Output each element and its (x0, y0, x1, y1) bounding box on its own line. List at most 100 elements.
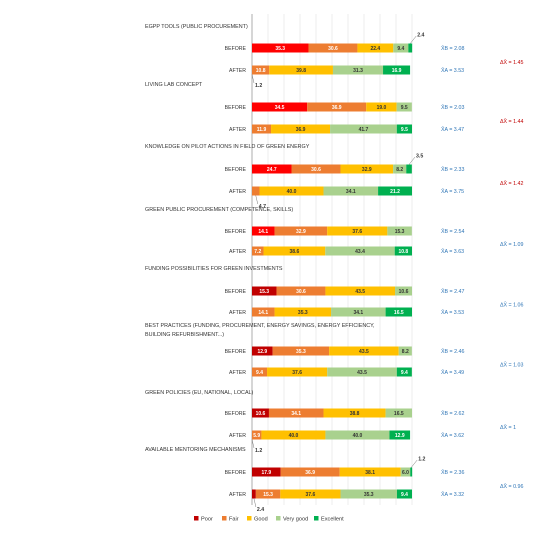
after-label: AFTER (229, 249, 246, 255)
before-label: BEFORE (225, 46, 247, 52)
before-segment-label: 43.5 (355, 289, 365, 295)
before-segment-good (325, 286, 396, 296)
before-segment-label: 9.4 (397, 46, 404, 52)
before-segment-label: 14.1 (258, 229, 268, 235)
after-segment-very-good (330, 124, 397, 134)
after-segment-label: 16.5 (394, 310, 404, 316)
after-segment-good (263, 246, 326, 256)
after-segment-label: 9.4 (401, 492, 408, 498)
after-segment-label: 36.9 (296, 127, 306, 133)
before-segment-label: 15.3 (395, 229, 405, 235)
legend-swatch-poor (194, 516, 199, 521)
after-segment-good (280, 489, 341, 499)
outside-value-label: 1.2 (418, 457, 425, 463)
grid-lines (251, 14, 413, 505)
before-segment-label: 15.3 (259, 289, 269, 295)
before-segment-label: 9.5 (401, 105, 408, 111)
before-segment-label: 30.6 (328, 46, 338, 52)
group-6: BEST PRACTICES (FUNDING, PROCUREMENT, EN… (145, 323, 523, 377)
before-mean-label: X̄B = 2.08 (441, 45, 464, 52)
before-segment-label: 32.9 (296, 229, 306, 235)
before-label: BEFORE (225, 229, 247, 235)
delta-label: ΔX̄ = 1.03 (500, 362, 523, 369)
before-segment-fair (276, 286, 326, 296)
outside-value-label: 4.7 (259, 204, 266, 210)
before-segment-fair (291, 164, 341, 174)
before-segment-label: 8.2 (396, 167, 403, 173)
leader-line (253, 498, 257, 508)
before-segment-label: 17.9 (261, 470, 271, 476)
outside-value-label: 2.4 (417, 33, 424, 39)
after-segment-very-good (331, 307, 386, 317)
group-title: BEST PRACTICES (FUNDING, PROCUREMENT, EN… (145, 323, 375, 329)
before-segment-label: 34.1 (291, 411, 301, 417)
after-segment-excellent (396, 367, 412, 377)
after-mean-label: X̄A = 3.63 (441, 248, 464, 255)
group-title: KNOWLEDGE ON PILOT ACTIONS IN FIELD OF G… (145, 144, 310, 150)
after-label: AFTER (229, 127, 246, 133)
before-segment-good (357, 43, 394, 53)
before-segment-excellent (410, 467, 413, 477)
before-segment-label: 36.9 (305, 470, 315, 476)
group-title: GREEN POLICIES (EU, NATIONAL, LOCAL) (145, 390, 254, 396)
after-segment-label: 12.9 (395, 433, 405, 439)
before-label: BEFORE (225, 349, 247, 355)
after-segment-very-good (340, 489, 397, 499)
group-1: EGPP TOOLS (PUBLIC PROCUREMENT) BEFORE 35.… (145, 24, 523, 89)
before-segment-label: 35.3 (296, 349, 306, 355)
legend-swatch-good (247, 516, 252, 521)
after-segment-very-good (325, 430, 390, 440)
after-segment-fair (252, 307, 275, 317)
delta-label: ΔX̄ = 1.09 (500, 241, 523, 248)
after-segment-label: 34.1 (346, 189, 356, 195)
after-segment-label: 9.4 (401, 370, 408, 376)
chart-groups: EGPP TOOLS (PUBLIC PROCUREMENT) BEFORE 35.… (145, 24, 523, 513)
before-label: BEFORE (225, 167, 247, 173)
after-segment-label: 35.3 (364, 492, 374, 498)
before-segment-very-good (393, 164, 407, 174)
after-segment-fair (252, 186, 260, 196)
delta-label: ΔX̄ = 1.42 (500, 180, 523, 187)
after-segment-poor (252, 489, 256, 499)
after-segment-fair (252, 246, 264, 256)
delta-label: ΔX̄ = 1.45 (500, 59, 523, 66)
group-4: GREEN PUBLIC PROCUREMENT (COMPETENCE, SK… (145, 207, 523, 256)
before-segment-poor (252, 346, 273, 356)
before-segment-label: 12.9 (257, 349, 267, 355)
outside-value-label: 2.4 (257, 507, 264, 513)
after-segment-very-good (323, 186, 379, 196)
before-label: BEFORE (225, 411, 247, 417)
before-segment-fair (307, 102, 367, 112)
group-5: FUNDING POSSIBILITIES FOR GREEN INVESTME… (145, 266, 523, 317)
group-7: GREEN POLICIES (EU, NATIONAL, LOCAL) BEFO… (145, 390, 516, 454)
before-segment-good (340, 164, 394, 174)
after-segment-excellent (394, 246, 412, 256)
legend: Poor Fair Good Very good Excellent (194, 516, 344, 523)
leader-line (251, 439, 255, 449)
before-segment-label: 10.6 (256, 411, 266, 417)
after-segment-good (259, 186, 324, 196)
delta-label: ΔX̄ = 1.06 (500, 302, 523, 309)
legend-swatch-very-good (276, 516, 281, 521)
before-mean-label: X̄B = 2.47 (441, 288, 464, 295)
after-mean-label: X̄A = 3.47 (441, 126, 464, 133)
outside-value-label: 1.2 (255, 448, 262, 454)
after-label: AFTER (229, 189, 246, 195)
after-segment-excellent (378, 186, 412, 196)
leader-line (410, 35, 417, 44)
after-segment-excellent (396, 489, 412, 499)
before-segment-label: 32.9 (362, 167, 372, 173)
before-label: BEFORE (225, 470, 247, 476)
before-segment-fair (308, 43, 358, 53)
group-2: LIVING LAB CONCEPT BEFORE 34.5 36.9 19.0 9.5 X… (145, 82, 523, 134)
before-segment-very-good (385, 408, 412, 418)
before-segment-label: 38.8 (350, 411, 360, 417)
legend-label: Very good (283, 517, 308, 523)
after-segment-label: 14.1 (258, 310, 268, 316)
before-segment-poor (252, 467, 281, 477)
before-segment-label: 6.0 (402, 470, 409, 476)
delta-label: ΔX̄ = 1.44 (500, 118, 523, 125)
before-label: BEFORE (225, 105, 247, 111)
after-label: AFTER (229, 370, 246, 376)
